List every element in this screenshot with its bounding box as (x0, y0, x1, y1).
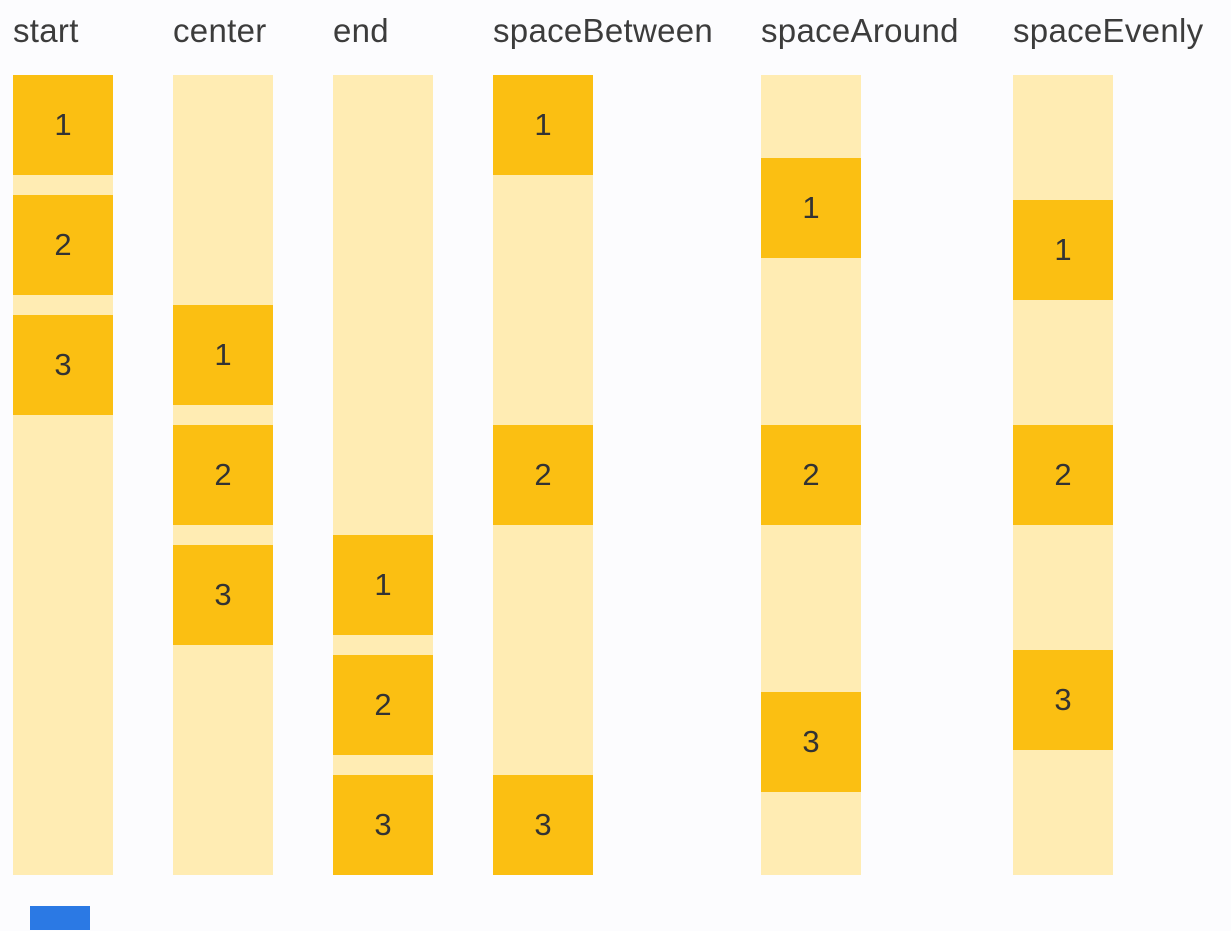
flex-item: 1 (1013, 200, 1113, 300)
flex-item: 3 (493, 775, 593, 875)
flex-item: 1 (173, 305, 273, 405)
flex-item: 1 (13, 75, 113, 175)
flex-column-spacearound: 1 2 3 (761, 75, 861, 875)
flex-column-spacebetween: 1 2 3 (493, 75, 593, 875)
flex-column-spaceevenly: 1 2 3 (1013, 75, 1113, 875)
flex-item: 3 (13, 315, 113, 415)
alignment-group-spacearound: spaceAround 1 2 3 (761, 12, 959, 875)
flex-column-end: 1 2 3 (333, 75, 433, 875)
column-title-spaceevenly: spaceEvenly (1013, 12, 1204, 49)
video-progress-bar[interactable] (30, 906, 90, 930)
flex-column-start: 1 2 3 (13, 75, 113, 875)
flex-item: 2 (333, 655, 433, 755)
flex-item: 3 (333, 775, 433, 875)
flex-item: 1 (761, 158, 861, 259)
flex-item: 1 (493, 75, 593, 175)
flex-item: 3 (761, 691, 861, 792)
flex-item: 3 (173, 545, 273, 645)
flex-item: 2 (13, 195, 113, 295)
column-title-spacearound: spaceAround (761, 12, 959, 49)
flex-item: 2 (1013, 425, 1113, 525)
column-title-spacebetween: spaceBetween (493, 12, 714, 49)
alignment-group-start: start 1 2 3 (13, 12, 113, 875)
flex-item: 2 (761, 424, 861, 525)
alignment-group-spaceevenly: spaceEvenly 1 2 3 (1013, 12, 1203, 875)
flex-item: 1 (333, 535, 433, 635)
column-title-start: start (13, 12, 79, 49)
flex-item: 2 (173, 425, 273, 525)
column-title-center: center (173, 12, 267, 49)
flex-column-center: 1 2 3 (173, 75, 273, 875)
alignment-group-center: center 1 2 3 (173, 12, 273, 875)
column-title-end: end (333, 12, 389, 49)
alignment-group-end: end 1 2 3 (333, 12, 433, 875)
flex-item: 3 (1013, 650, 1113, 750)
flex-item: 2 (493, 425, 593, 525)
alignment-group-spacebetween: spaceBetween 1 2 3 (493, 12, 713, 875)
